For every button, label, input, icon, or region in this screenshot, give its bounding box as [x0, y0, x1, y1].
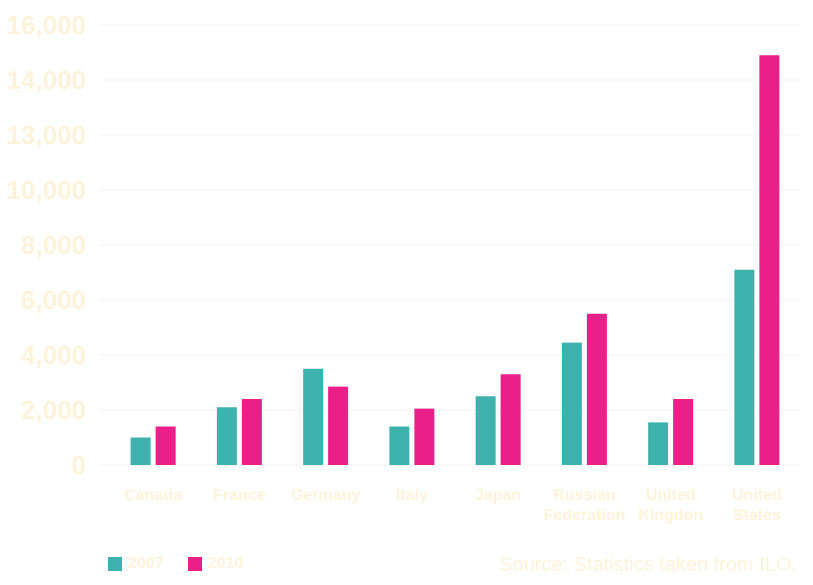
legend-item-2007: 2007 [108, 555, 164, 573]
x-tick-label: Germany [291, 487, 360, 504]
y-tick-label: 4,000 [21, 340, 86, 370]
x-tick-label: United States [732, 487, 782, 524]
bar-2010 [586, 313, 607, 465]
bar-chart: 0 2,000 4,000 6,000 8,000 10,000 13,000 14,000 1… [6, 10, 800, 524]
bar-2010 [673, 399, 694, 465]
bar-2007 [734, 269, 755, 465]
bars [130, 55, 780, 465]
y-tick-label: 2,000 [21, 395, 86, 425]
legend-label-2010: 2010 [207, 555, 244, 572]
legend-swatch-2007 [108, 557, 122, 571]
source-note: Source: Statistics taken from ILO. [499, 554, 797, 576]
bar-2010 [759, 55, 780, 465]
y-axis-ticks: 0 2,000 4,000 6,000 8,000 10,000 13,000 14,000 1… [6, 10, 86, 480]
x-tick-label: Russian Federation [543, 487, 625, 524]
x-tick-label: United Kingdon [638, 487, 703, 524]
y-tick-label: 14,000 [6, 65, 86, 95]
legend-item-2010: 2010 [187, 555, 244, 573]
bar-2010 [414, 408, 435, 465]
bar-2007 [216, 407, 237, 465]
bar-2007 [475, 396, 496, 465]
y-tick-label: 6,000 [21, 285, 86, 315]
legend-swatch-2010 [187, 557, 202, 571]
bar-2010 [500, 374, 521, 465]
x-tick-label: France [213, 487, 266, 504]
y-tick-label: 8,000 [21, 230, 86, 260]
y-tick-label: 13,000 [6, 120, 86, 150]
legend: 2007 2010 [108, 555, 243, 573]
bar-2010 [241, 399, 262, 465]
gridlines [100, 24, 800, 466]
bar-2007 [303, 368, 324, 465]
bar-2007 [648, 422, 669, 465]
y-tick-label: 10,000 [6, 175, 86, 205]
bar-2007 [389, 426, 410, 465]
x-tick-label: Japan [475, 487, 521, 504]
x-tick-label: Italy [396, 487, 428, 504]
bar-2007 [130, 437, 151, 465]
x-axis-ticks: Canada France Germany Italy Japan Russian Fede… [124, 487, 782, 524]
y-tick-label: 0 [72, 450, 86, 480]
x-tick-label: Canada [124, 487, 182, 504]
bar-2007 [561, 342, 582, 465]
y-tick-label: 16,000 [6, 10, 86, 40]
bar-2010 [328, 386, 349, 465]
legend-label-2007: 2007 [128, 555, 164, 572]
bar-2010 [155, 426, 176, 465]
